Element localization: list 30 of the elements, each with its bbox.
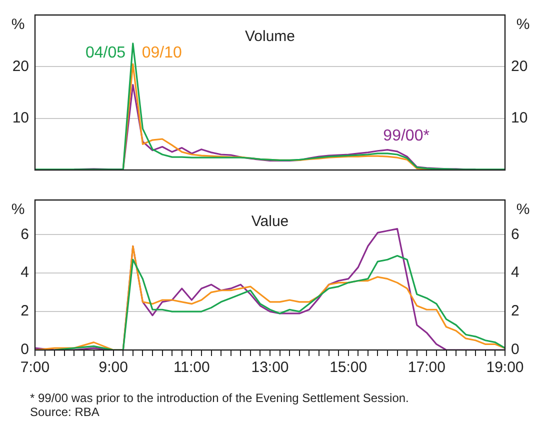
y2-axis-title: % [516,16,530,34]
y2-tick-label: 10 [511,109,528,126]
x-tick-label: 13:00 [251,359,289,376]
x-tick-label: 19:00 [486,359,524,376]
y2-tick-label: 2 [511,302,520,320]
y2-axis-title: % [516,201,530,218]
y2-tick-label: 4 [511,264,520,282]
y-tick-label: 6 [20,226,29,243]
x-tick-label: 17:00 [408,359,446,376]
series-label: 09/10 [142,44,182,62]
series-label: 99/00* [383,127,430,144]
text: Value [251,213,289,230]
y2-tick-label: 0 [511,341,520,358]
y-tick-label: 10 [12,109,29,126]
source-note: Source: RBA [30,405,100,419]
y-axis-title: % [11,16,25,34]
text: Volume [244,28,296,46]
y-tick-label: 0 [20,341,29,358]
text: * 99/00 was prior to the introduction of the Evening Settlement Session. [30,391,409,405]
series-label: 04/05 [85,44,126,62]
x-tick-label: 7:00 [20,359,50,376]
y2-tick-label: 6 [511,226,520,243]
x-tick-label: 15:00 [330,359,368,376]
y-tick-label: 4 [20,264,29,282]
y-axis-title: % [11,201,25,218]
y2-tick-label: 20 [511,58,528,75]
y-tick-label: 20 [12,58,29,75]
x-tick-label: 9:00 [98,359,128,376]
y-tick-label: 2 [20,302,29,320]
x-tick-label: 11:00 [173,359,210,376]
